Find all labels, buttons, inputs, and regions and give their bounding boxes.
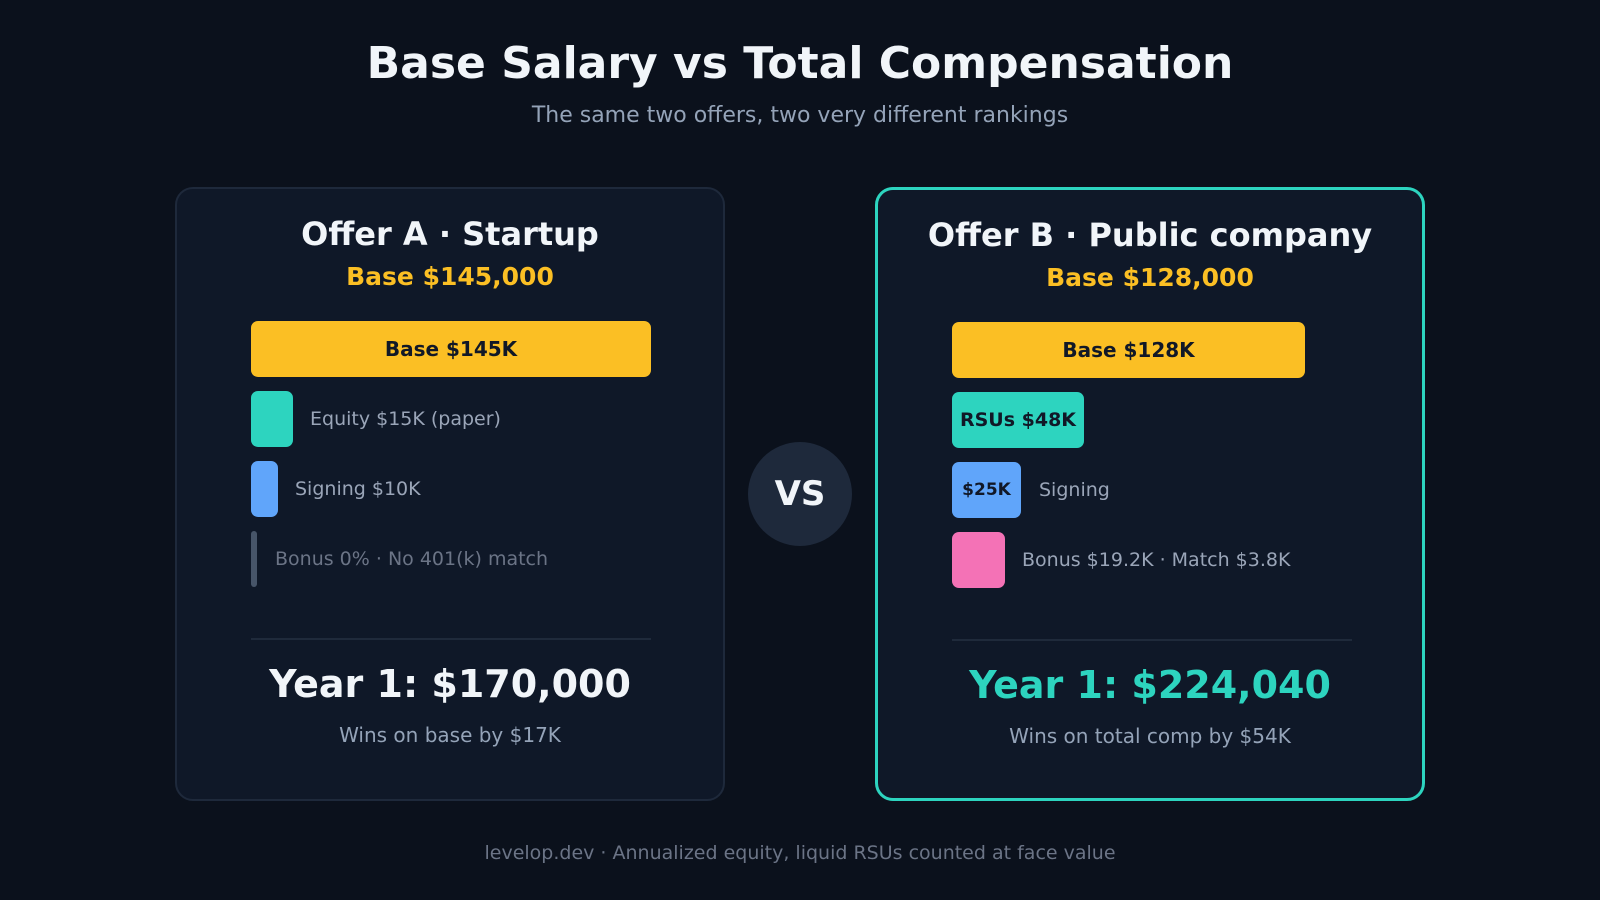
offer-b-rsus-bar-label: RSUs $48K (959, 409, 1077, 431)
offer-a-year1-total: Year 1: $170,000 (269, 662, 631, 706)
offer-b-signing-label: Signing (1039, 479, 1110, 501)
offer-b-signing-bar: $25K (952, 462, 1021, 518)
offer-b-rsus-bar: RSUs $48K (952, 392, 1084, 448)
offer-a-title: Offer A · Startup (301, 215, 599, 253)
offer-b-note: Wins on total comp by $54K (1009, 724, 1291, 748)
offer-b-base-salary: Base $128,000 (1046, 263, 1254, 292)
offer-b-bonus-bar (952, 532, 1005, 588)
offer-b-base-bar-label: Base $128K (1062, 338, 1195, 362)
vs-badge: VS (748, 442, 852, 546)
offer-a-card: Offer A · Startup Base $145,000 Base $14… (175, 187, 725, 801)
offer-b-divider (952, 639, 1352, 641)
offer-b-bonus-label: Bonus $19.2K · Match $3.8K (1022, 549, 1291, 571)
offer-b-title: Offer B · Public company (927, 216, 1373, 254)
offer-b-base-bar: Base $128K (952, 322, 1305, 378)
offer-b-signing-bar-label: $25K (962, 480, 1011, 500)
offer-a-divider (251, 638, 651, 640)
offer-a-note: Wins on base by $17K (339, 723, 561, 747)
offer-a-signing-bar (251, 461, 278, 517)
page-subtitle: The same two offers, two very different … (531, 103, 1069, 128)
page-title: Base Salary vs Total Compensation (366, 38, 1234, 89)
offer-a-bonus-bar (251, 531, 257, 587)
offer-a-bonus-label: Bonus 0% · No 401(k) match (275, 548, 549, 570)
footer-note: levelop.dev · Annualized equity, liquid … (484, 842, 1116, 864)
offer-a-base-salary: Base $145,000 (346, 262, 554, 291)
offer-a-equity-label: Equity $15K (paper) (310, 408, 501, 430)
offer-a-base-bar-label: Base $145K (384, 337, 518, 361)
offer-b-card: Offer B · Public company Base $128,000 B… (875, 187, 1425, 801)
offer-a-equity-bar (251, 391, 293, 447)
offer-b-year1-total: Year 1: $224,040 (969, 663, 1331, 707)
offer-a-base-bar: Base $145K (251, 321, 651, 377)
offer-a-signing-label: Signing $10K (295, 478, 421, 500)
